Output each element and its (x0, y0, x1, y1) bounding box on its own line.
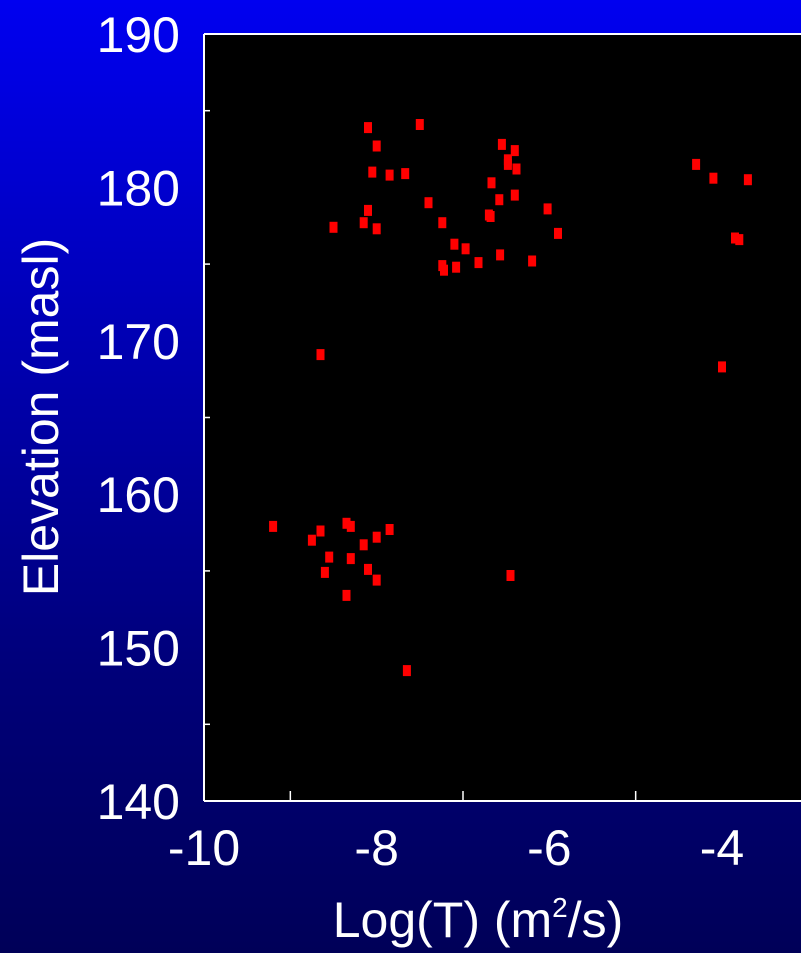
scatter-point (364, 122, 372, 134)
scatter-point (424, 197, 433, 209)
scatter-point (543, 203, 552, 215)
scatter-point (372, 574, 381, 586)
y-tick-label: 140 (97, 774, 180, 830)
scatter-point (385, 524, 394, 535)
scatter-point (486, 211, 495, 222)
scatter-point (359, 539, 368, 551)
scatter-point (497, 138, 506, 150)
scatter-point (342, 589, 351, 601)
x-axis-label-base: Log(T) (m (333, 892, 552, 948)
scatter-point (503, 158, 512, 170)
y-tick-label: 160 (97, 467, 180, 523)
scatter-point (440, 264, 448, 276)
scatter-point (325, 551, 334, 563)
scatter-point (372, 223, 381, 235)
x-axis-label: Log(T) (m2/s) (333, 892, 624, 948)
scatter-point (307, 534, 316, 546)
scatter-point (372, 140, 381, 152)
axis-ticks (204, 109, 637, 801)
scatter-point (735, 234, 744, 246)
y-tick-label: 190 (97, 7, 180, 63)
scatter-point (401, 168, 410, 180)
scatter-point (692, 158, 701, 170)
scatter-point (474, 257, 483, 269)
scatter-point (743, 174, 752, 186)
x-axis-label-superscript: 2 (552, 892, 568, 923)
x-tick-label: -6 (527, 820, 571, 876)
x-tick-label: -4 (700, 820, 744, 876)
scatter-point (512, 163, 521, 175)
scatter-point (320, 566, 329, 578)
y-tick-label: 170 (97, 314, 180, 370)
x-tick-label: -10 (168, 820, 240, 876)
y-tick-label: 180 (97, 160, 180, 216)
scatter-point (554, 227, 562, 239)
scatter-point (718, 361, 726, 373)
scatter-point (438, 217, 447, 229)
scatter-point (452, 261, 461, 273)
scatter-point (364, 563, 372, 575)
scatter-point (359, 217, 368, 229)
scatter-point (496, 249, 505, 261)
plot-area (204, 34, 801, 801)
scatter-point (329, 221, 338, 233)
data-points (269, 119, 752, 677)
scatter-point (269, 520, 278, 532)
y-tick-label: 150 (97, 621, 180, 677)
scatter-point (342, 517, 351, 529)
axis-tick-labels: -10 -8 -6 -4 140 150 160 170 180 190 (97, 7, 745, 876)
y-axis-label: Elevation (masl) (13, 238, 69, 596)
scatter-point (346, 520, 355, 532)
scatter-point (510, 145, 519, 157)
scatter-point (316, 349, 325, 361)
scatter-point (731, 232, 739, 244)
scatter-point (368, 166, 377, 178)
scatter-point (495, 194, 504, 206)
scatter-point (346, 553, 355, 565)
scatter-point (709, 172, 718, 184)
scatter-point (461, 243, 470, 255)
scatter-point (510, 189, 519, 201)
scatter-point (415, 119, 424, 130)
scatter-point (385, 169, 394, 181)
x-tick-label: -8 (354, 820, 398, 876)
scatter-point (487, 177, 496, 189)
x-axis-label-tail: /s) (568, 892, 624, 948)
scatter-point (372, 531, 381, 543)
scatter-point (528, 255, 537, 267)
scatter-point (316, 525, 325, 537)
scatter-point (506, 570, 515, 581)
scatter-point (364, 204, 372, 216)
scatter-point (402, 665, 411, 677)
scatter-point (450, 238, 459, 250)
